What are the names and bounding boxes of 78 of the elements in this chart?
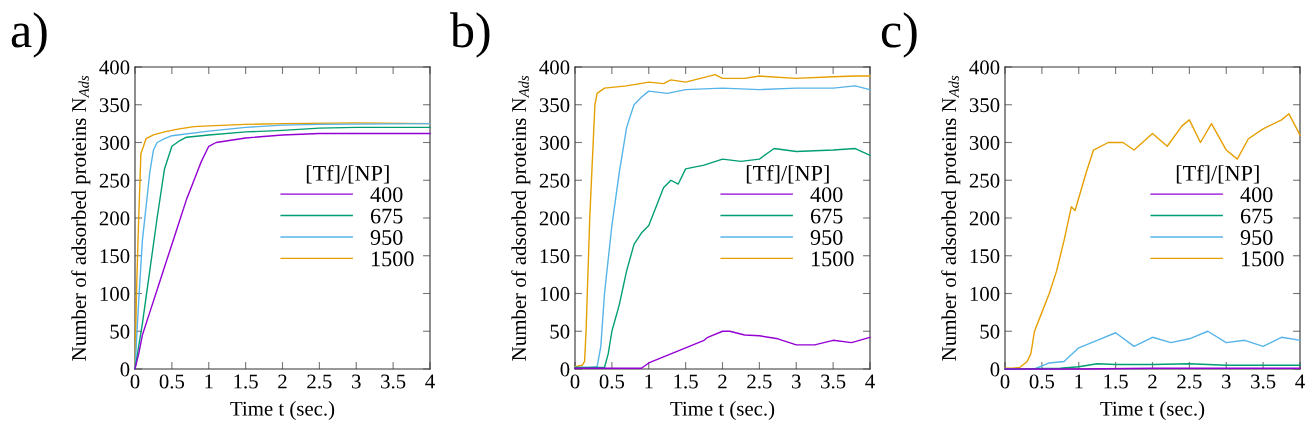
y-axis-title: Number of adsorbed proteins N$_{Ads}$	[941, 75, 961, 361]
legend-title: [Tf]/[NP]	[306, 164, 389, 184]
chart-title: b)	[450, 12, 490, 58]
legend-label: 675	[810, 208, 843, 224]
y-tick-label: 150	[100, 249, 130, 264]
y-tick-label: 200	[539, 211, 570, 226]
x-tick-label: 1	[645, 374, 653, 389]
x-axis-title: Time t (sec.)	[670, 401, 775, 420]
legend-label: 400	[370, 187, 403, 203]
y-tick-label: 200	[969, 211, 1000, 226]
y-tick-label: 350	[99, 98, 130, 113]
legend-label: 400	[1240, 187, 1273, 203]
x-tick-label: 3.5	[381, 374, 406, 389]
y-tick-label: 400	[969, 60, 1000, 75]
x-tick-label: 1.5	[234, 374, 258, 389]
x-tick-label: 1.5	[674, 374, 698, 389]
x-tick-label: 3.5	[1251, 374, 1276, 389]
legend-label: 400	[810, 187, 843, 203]
x-tick-label: 0	[570, 374, 580, 389]
y-tick-label: 100	[540, 286, 570, 301]
x-tick-label: 4	[865, 374, 875, 389]
x-tick-label: 0.5	[599, 374, 625, 389]
x-axis-title: Time t (sec.)	[230, 401, 335, 420]
y-tick-label: 250	[969, 173, 1000, 188]
legend-label: 1500	[1241, 251, 1284, 267]
x-tick-label: 2.5	[747, 374, 772, 389]
x-tick-label: 0.5	[1029, 374, 1055, 389]
y-tick-label: 250	[99, 173, 130, 188]
y-tick-label: 250	[539, 173, 570, 188]
legend-label: 1500	[371, 251, 414, 267]
y-tick-label: 300	[969, 135, 1000, 150]
y-axis-title: Number of adsorbed proteins N$_{Ads}$	[511, 75, 531, 361]
x-tick-label: 3.5	[821, 374, 846, 389]
x-tick-label: 3	[792, 374, 801, 389]
x-axis-title: Time t (sec.)	[1100, 401, 1205, 420]
y-tick-label: 200	[99, 211, 130, 226]
y-tick-label: 100	[970, 286, 1000, 301]
legend-title: [Tf]/[NP]	[1176, 164, 1259, 184]
legend-label: 950	[1240, 229, 1273, 245]
legend-label: 950	[370, 229, 403, 245]
x-tick-label: 2	[278, 374, 287, 389]
x-tick-label: 2	[718, 374, 727, 389]
chart-title: a)	[11, 12, 47, 58]
y-axis-title: Number of adsorbed proteins N$_{Ads}$	[71, 75, 91, 361]
x-tick-label: 2	[1148, 374, 1157, 389]
y-tick-label: 0	[560, 362, 570, 377]
y-tick-label: 350	[969, 98, 1000, 113]
chart-title: c)	[881, 12, 917, 58]
y-tick-label: 300	[99, 135, 130, 150]
legend-label: 1500	[811, 251, 854, 267]
y-tick-label: 350	[539, 98, 570, 113]
x-tick-label: 1	[205, 374, 213, 389]
x-tick-label: 2.5	[1177, 374, 1202, 389]
x-tick-label: 2.5	[307, 374, 332, 389]
y-tick-label: 0	[120, 362, 130, 377]
x-tick-label: 0	[130, 374, 140, 389]
y-tick-label: 150	[970, 249, 1000, 264]
y-tick-label: 300	[539, 135, 570, 150]
y-tick-label: 50	[980, 324, 1000, 339]
y-tick-label: 400	[539, 60, 570, 75]
x-tick-label: 4	[425, 374, 435, 389]
x-tick-label: 3	[1222, 374, 1231, 389]
y-tick-label: 50	[110, 324, 130, 339]
x-tick-label: 0.5	[159, 374, 185, 389]
x-tick-label: 1.5	[1104, 374, 1128, 389]
y-tick-label: 150	[540, 249, 570, 264]
legend-title: [Tf]/[NP]	[746, 164, 829, 184]
x-tick-label: 4	[1295, 374, 1305, 389]
x-tick-label: 3	[352, 374, 361, 389]
legend-label: 950	[810, 229, 843, 245]
y-tick-label: 0	[990, 362, 1000, 377]
legend-label: 675	[370, 208, 403, 224]
y-tick-label: 400	[99, 60, 130, 75]
y-tick-label: 50	[550, 324, 570, 339]
y-tick-label: 100	[100, 286, 130, 301]
x-tick-label: 1	[1075, 374, 1083, 389]
x-tick-label: 0	[1000, 374, 1010, 389]
legend-label: 675	[1240, 208, 1273, 224]
